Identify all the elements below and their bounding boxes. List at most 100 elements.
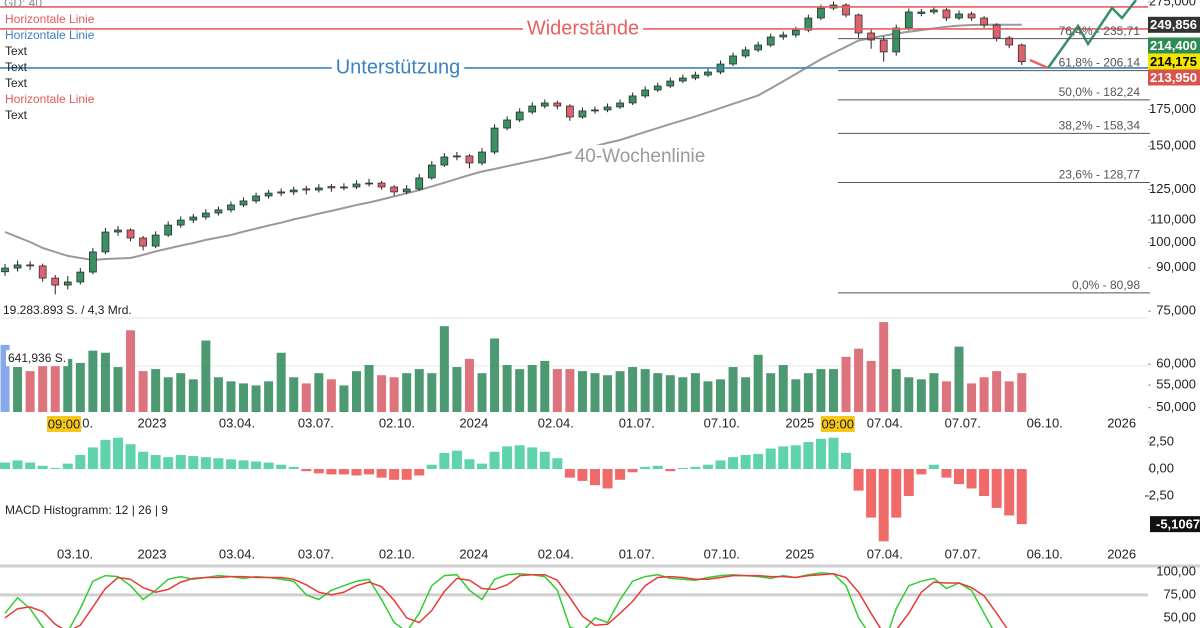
y-tick-label: 90,000: [1156, 259, 1196, 274]
macd-bar: [828, 437, 839, 470]
macd-bar: [514, 445, 525, 470]
macd-bar: [627, 469, 638, 473]
volume-bar: [603, 375, 613, 412]
x-tick-label: 07.04.: [867, 546, 903, 561]
stochastic-line: [4, 572, 994, 628]
fibonacci-label: 0,0% - 80,98: [1072, 278, 1140, 292]
volume-bar: [377, 375, 387, 412]
price-flag-label: 214,175: [1150, 54, 1197, 69]
macd-bar: [841, 452, 852, 470]
horizontal-line-label: Widerstände: [527, 17, 639, 39]
candle-body: [352, 183, 361, 188]
volume-bar: [1004, 381, 1014, 412]
candle-body: [503, 119, 511, 129]
x-tick-label: 03.04.: [219, 415, 255, 430]
candle-body: [892, 27, 901, 53]
macd-bar: [100, 439, 111, 470]
candle-body: [540, 102, 549, 107]
x-tick-label: 07.07.: [945, 546, 981, 561]
x-tick-label: 2023: [138, 415, 167, 430]
volume-bar: [402, 373, 412, 412]
volume-bar: [50, 365, 60, 412]
volume-bar: [979, 377, 989, 412]
volume-bar: [515, 369, 525, 412]
candle-body: [628, 95, 637, 104]
volume-bar: [879, 322, 889, 412]
candle-body: [314, 187, 323, 191]
candle-body: [76, 271, 85, 283]
volume-bar: [904, 377, 914, 412]
volume-bar: [753, 354, 763, 412]
macd-bar: [75, 454, 86, 470]
candle-body: [139, 237, 147, 247]
candle-body: [114, 229, 122, 233]
candle-body: [214, 209, 223, 214]
price-flag: [1148, 37, 1200, 54]
candle-body: [126, 229, 135, 239]
macd-bar: [527, 447, 538, 470]
volume-bar: [577, 371, 587, 412]
volume-bar: [276, 352, 286, 412]
label-background: [571, 145, 709, 169]
fibonacci-label: 38,2% - 158,34: [1059, 119, 1141, 133]
volume-bar: [628, 367, 638, 412]
volume-summary: 19.283.893 S. / 4,3 Mrd.: [3, 303, 132, 317]
macd-bar: [489, 451, 500, 470]
macd-bar: [803, 442, 814, 470]
y-tick-label: 60,000: [1156, 356, 1196, 371]
x-tick-label: 02.04.: [538, 415, 574, 430]
volume-bar: [778, 365, 788, 412]
volume-bar: [477, 373, 487, 412]
volume-bar: [439, 326, 449, 412]
volume-bar: [0, 344, 10, 412]
x-tick-label: 07.04.: [867, 415, 903, 430]
macd-bar: [1004, 469, 1015, 516]
macd-bar: [188, 456, 199, 470]
y-tick-label: 150,000: [1149, 138, 1196, 153]
macd-bar: [916, 469, 927, 475]
crosshair-label: 09:00: [48, 416, 81, 431]
y-tick-label: 75,000: [1156, 303, 1196, 318]
volume-bar: [13, 367, 23, 412]
price-flag: [1148, 16, 1200, 33]
candle-body: [741, 49, 750, 57]
macd-bar: [702, 464, 713, 470]
volume-bar: [339, 385, 349, 412]
legend-entry: Text: [5, 76, 28, 90]
volume-bar: [63, 358, 73, 412]
y-tick-label: 175,000: [1149, 101, 1196, 116]
volume-bar: [929, 373, 939, 412]
candle-body: [490, 127, 499, 153]
x-tick-label: 2024: [459, 415, 488, 430]
candle-body: [528, 105, 537, 113]
fibonacci-label: 76,4% - 235,71: [1059, 24, 1141, 38]
macd-bar: [602, 469, 613, 489]
volume-bar: [464, 358, 474, 412]
candle-body: [151, 234, 160, 247]
volume-bar: [552, 369, 562, 412]
candle-body: [930, 9, 938, 13]
macd-bar: [665, 469, 676, 472]
fibonacci-label: 23,6% - 128,77: [1059, 168, 1141, 182]
candle-body: [653, 85, 662, 91]
macd-tick-label: 0,00: [1149, 460, 1174, 475]
candle-body: [189, 216, 198, 221]
x-tick-label: 01.07.: [619, 415, 655, 430]
volume-bar: [828, 369, 838, 412]
volume-bar: [100, 352, 110, 412]
volume-bar: [289, 377, 299, 412]
legend-entry: Horizontale Linie: [5, 28, 95, 42]
macd-bar: [364, 469, 375, 475]
crosshair-label-box: [47, 416, 82, 432]
candle-body: [13, 264, 22, 269]
volume-bar: [854, 348, 864, 412]
volume-bar: [565, 369, 575, 412]
macd-bar: [138, 451, 149, 470]
candle-body: [566, 105, 574, 118]
label-background: [331, 55, 465, 80]
macd-bar: [451, 450, 462, 470]
candle-body: [591, 109, 599, 112]
price-flag-label: 249,856: [1150, 17, 1197, 32]
candle-body: [1, 267, 9, 273]
